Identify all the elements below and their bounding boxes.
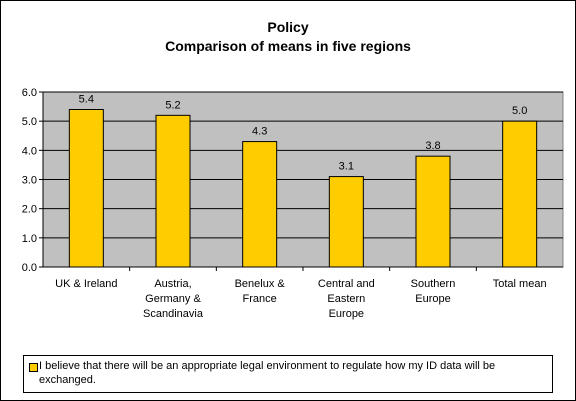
bar bbox=[155, 114, 191, 268]
data-label: 3.1 bbox=[339, 161, 354, 173]
category-label-line: Germany & bbox=[145, 293, 201, 305]
data-label: 4.3 bbox=[252, 126, 267, 138]
category-label-line: Europe bbox=[328, 308, 365, 320]
bar bbox=[502, 120, 538, 268]
data-label: 5.2 bbox=[165, 99, 180, 111]
data-label: 5.0 bbox=[512, 105, 527, 117]
category-label: Central and Eastern Europe bbox=[305, 277, 387, 322]
category-label-line: UK & Ireland bbox=[55, 278, 118, 290]
category-label-line: Benelux & bbox=[234, 278, 285, 290]
legend: I believe that there will be an appropri… bbox=[23, 355, 553, 393]
category-label-line: Central and bbox=[317, 278, 375, 290]
data-label: 5.4 bbox=[79, 94, 94, 106]
category-label: Benelux & France bbox=[219, 277, 301, 307]
y-tick-label: 1.0 bbox=[22, 233, 37, 245]
category-label: Southern Europe bbox=[392, 277, 474, 307]
category-label-line: Total mean bbox=[492, 278, 547, 290]
bar bbox=[415, 155, 451, 268]
category-label-line: Austria, bbox=[154, 278, 192, 290]
category-label-line: Scandinavia bbox=[143, 308, 203, 320]
category-label-line: Europe bbox=[415, 293, 451, 305]
y-tick-label: 6.0 bbox=[22, 87, 37, 99]
y-tick-label: 0.0 bbox=[22, 262, 37, 274]
y-tick-label: 3.0 bbox=[22, 175, 37, 187]
legend-label: I believe that there will be an appropri… bbox=[39, 360, 496, 386]
chart-subtitle: Comparison of means in five regions bbox=[165, 38, 411, 54]
category-label: UK & Ireland bbox=[45, 277, 127, 292]
bar bbox=[328, 176, 364, 268]
data-label: 3.8 bbox=[425, 140, 440, 152]
legend-swatch bbox=[29, 363, 38, 372]
chart-title-block: Policy Comparison of means in five regio… bbox=[1, 18, 575, 56]
category-label: Austria, Germany & Scandinavia bbox=[132, 277, 214, 322]
chart-title: Policy bbox=[267, 19, 309, 35]
y-tick-label: 4.0 bbox=[22, 145, 37, 157]
y-tick-label: 2.0 bbox=[22, 204, 37, 216]
category-label-line: Eastern bbox=[327, 293, 366, 305]
category-label-line: France bbox=[242, 293, 277, 305]
y-tick-label: 5.0 bbox=[22, 116, 37, 128]
category-label: Total mean bbox=[479, 277, 561, 292]
bar bbox=[242, 141, 278, 268]
category-label-line: Southern bbox=[410, 278, 456, 290]
bar bbox=[68, 109, 104, 268]
